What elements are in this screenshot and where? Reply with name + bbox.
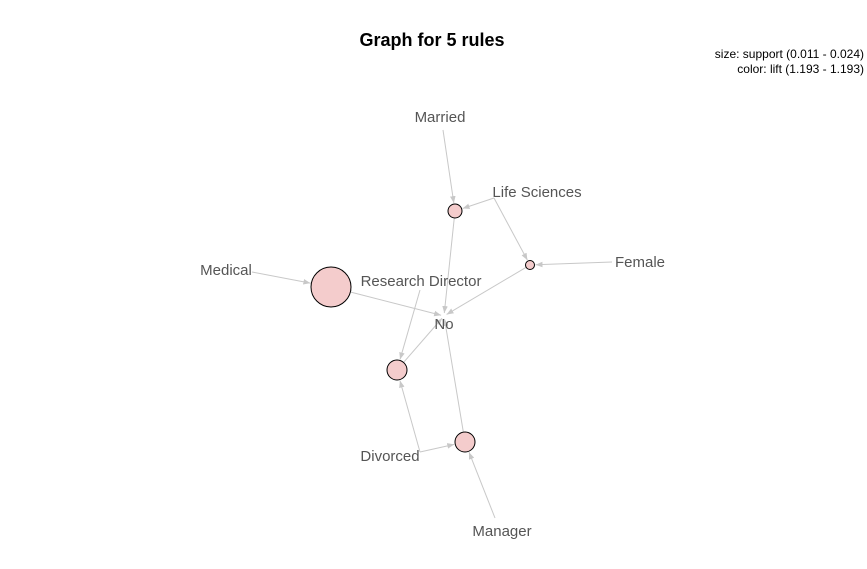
edge-medical-to-r3 xyxy=(251,271,311,285)
item-label-female: Female xyxy=(615,254,665,271)
edge-r4-to-no xyxy=(403,317,443,363)
legend-size: size: support (0.011 - 0.024) xyxy=(715,47,864,61)
graph-title: Graph for 5 rules xyxy=(359,30,504,50)
item-label-medical: Medical xyxy=(200,262,252,279)
edge-life-to-r1 xyxy=(462,197,495,209)
rule-node-r2 xyxy=(525,260,535,270)
item-label-divorced: Divorced xyxy=(360,448,419,465)
edge-married-to-r1 xyxy=(442,129,456,204)
item-labels: Married Life Sciences Female Medical Researc… xyxy=(200,109,665,540)
rule-node-r1 xyxy=(447,203,463,219)
edge-divorced-to-r4 xyxy=(399,380,421,453)
rule-node-r5 xyxy=(454,431,476,453)
legend-color: color: lift (1.193 - 1.193) xyxy=(737,62,864,76)
item-label-no: No xyxy=(434,316,453,333)
item-label-life: Life Sciences xyxy=(492,184,581,201)
edge-female-to-r2 xyxy=(535,261,613,268)
edge-r5-to-no xyxy=(442,318,464,433)
edge-research-to-r4 xyxy=(399,289,421,360)
item-label-research: Research Director xyxy=(361,273,482,290)
edge-divorced-to-r5 xyxy=(419,443,455,453)
item-label-married: Married xyxy=(415,109,466,126)
rule-node-r4 xyxy=(386,359,408,381)
edge-life-to-r2 xyxy=(493,197,528,261)
edge-r3-to-no xyxy=(350,291,442,317)
rule-nodes xyxy=(310,203,535,453)
edge-manager-to-r5 xyxy=(468,452,496,519)
edge-r2-to-no xyxy=(446,266,527,315)
item-label-manager: Manager xyxy=(472,523,531,540)
rule-node-r3 xyxy=(310,266,352,308)
edge-r1-to-no xyxy=(442,217,455,314)
edges xyxy=(251,129,613,519)
